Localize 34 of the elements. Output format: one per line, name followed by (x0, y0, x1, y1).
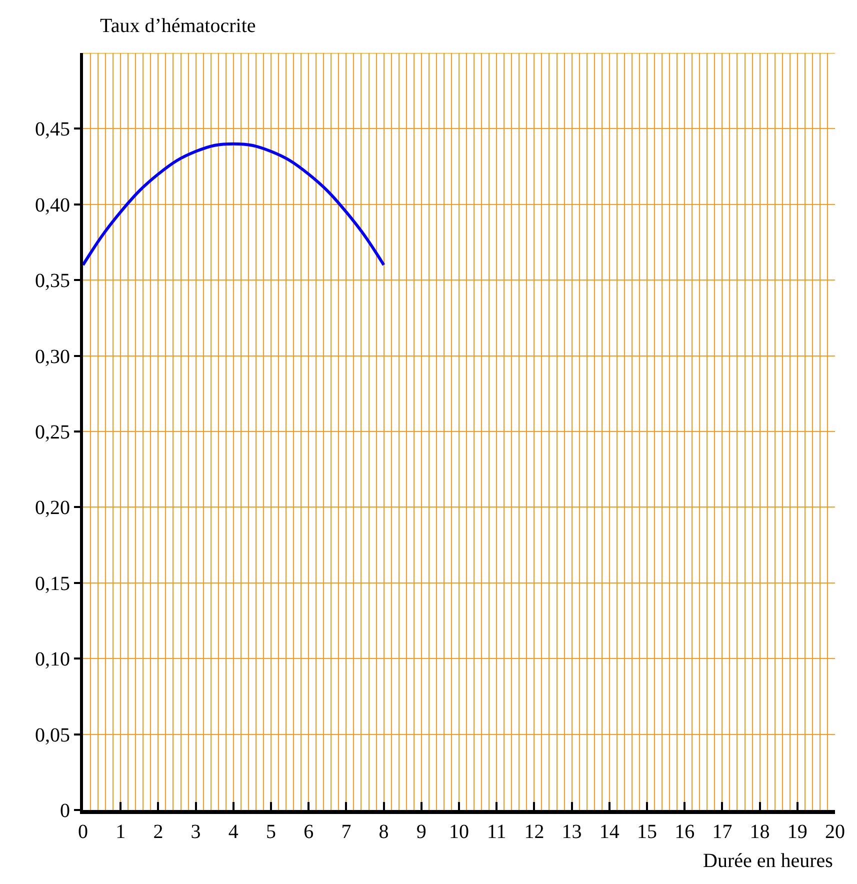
y-tick-label: 0,45 (35, 118, 70, 141)
x-tick-label: 15 (637, 821, 657, 843)
x-tick-label: 11 (486, 821, 506, 843)
x-tick-label: 16 (674, 821, 695, 843)
x-tick-label: 13 (562, 821, 582, 843)
line-series (83, 142, 386, 266)
x-tick-label: 10 (449, 821, 469, 843)
y-tick-label: 0,30 (35, 346, 70, 368)
x-tick-label: 6 (304, 821, 314, 843)
x-tick-label: 1 (116, 821, 126, 843)
x-tick-label: 17 (712, 821, 732, 843)
x-tick-label: 9 (416, 821, 426, 843)
y-tick-label: 0,35 (35, 270, 70, 292)
x-tick-label: 19 (787, 821, 808, 843)
x-tick-label: 3 (190, 821, 201, 843)
x-tick-label: 0 (78, 821, 88, 843)
y-tick-label: 0,20 (35, 497, 70, 520)
y-tick-label: 0,40 (35, 194, 70, 216)
x-tick-label: 12 (524, 821, 544, 843)
y-tick-label: 0,25 (35, 422, 70, 444)
x-tick-label: 20 (825, 821, 845, 843)
x-tick-label: 7 (341, 821, 352, 843)
x-tick-label: 14 (599, 821, 620, 843)
y-tick-label: 0,15 (35, 572, 70, 595)
x-tick-label: 4 (228, 821, 238, 843)
y-tick-label: 0,10 (35, 648, 70, 671)
x-tick-label: 5 (266, 821, 276, 843)
x-tick-label: 2 (153, 821, 164, 843)
y-tick-label: 0 (60, 800, 70, 822)
x-tick-label: 8 (378, 821, 389, 843)
y-tick-label: 0,05 (35, 724, 70, 746)
y-axis-title: Taux d’hématocrite (100, 15, 256, 37)
x-tick-label: 18 (750, 821, 770, 843)
x-axis-title: Durée en heures (703, 850, 834, 872)
